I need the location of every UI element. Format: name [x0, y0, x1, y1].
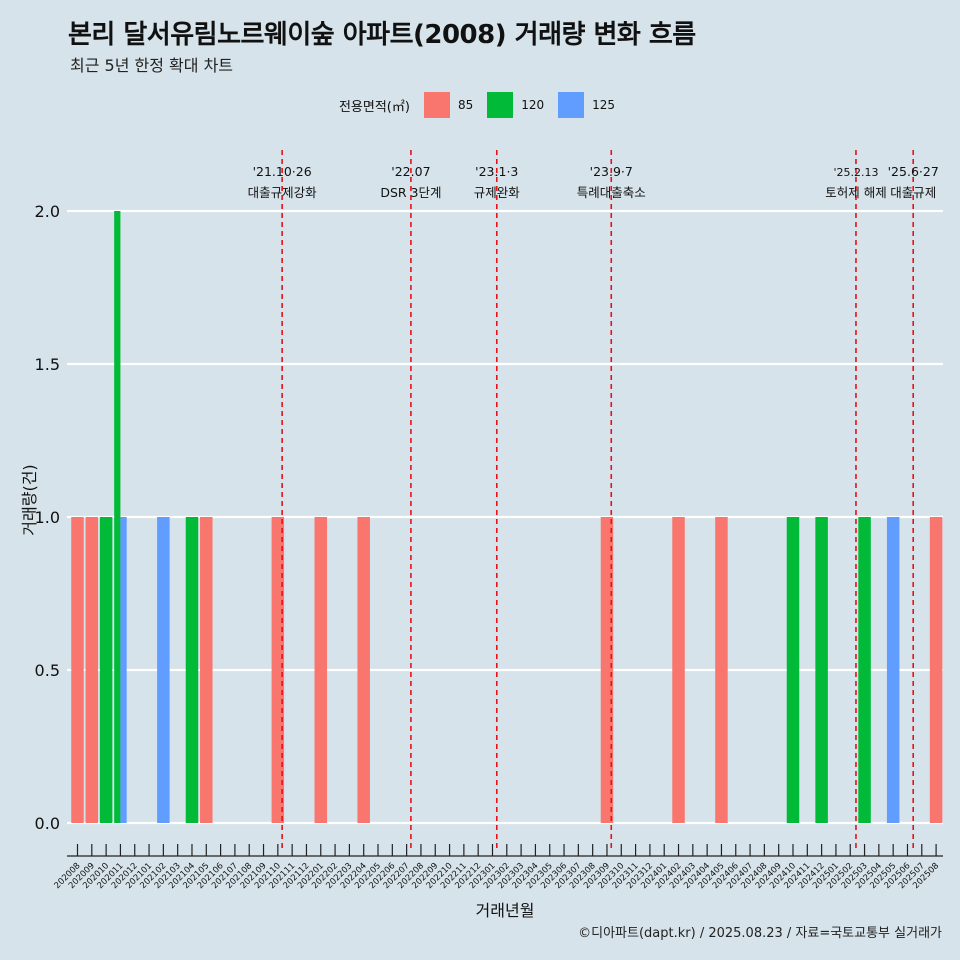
bar-202402-85 — [672, 517, 685, 823]
bar-202010-120 — [99, 517, 113, 823]
legend-label-85: 85 — [457, 98, 474, 112]
y-tick-label: 0.0 — [35, 814, 60, 833]
bar-202405-85 — [715, 517, 728, 823]
bar-202505-125 — [886, 517, 900, 823]
legend: 전용면적(㎡) 85 120 125 — [0, 92, 960, 118]
legend-item-120: 120 — [487, 92, 544, 118]
bar-202201-85 — [314, 517, 328, 823]
event-name-label: DSR 3단계 — [380, 185, 441, 200]
event-date-label: '21.10·26 — [253, 164, 312, 179]
event-date-label: '23.1·3 — [475, 164, 518, 179]
legend-label-125: 125 — [592, 98, 616, 112]
x-axis-title: 거래년월 — [475, 901, 535, 920]
legend-label-120: 120 — [521, 98, 545, 112]
event-name-label: 규제완화 — [474, 185, 521, 200]
bar-202011-120 — [114, 211, 121, 823]
bar-202011-125 — [120, 517, 127, 823]
legend-title: 전용면적(㎡) — [338, 99, 410, 115]
event-date-label: '25.2.13 — [833, 166, 878, 179]
bar-202508-85 — [929, 517, 943, 823]
y-tick-label: 0.5 — [35, 661, 60, 680]
bar-202309-85 — [600, 517, 614, 823]
y-axis-title: 거래량(건) — [20, 464, 39, 536]
legend-key-85 — [423, 92, 450, 118]
legend-item-125: 125 — [558, 92, 615, 118]
bar-202110-85 — [271, 517, 285, 823]
y-tick-label: 1.0 — [35, 508, 60, 527]
event-name-label: 대출규제 — [890, 185, 936, 200]
bar-202008-85 — [71, 517, 84, 823]
legend-key-120 — [487, 92, 514, 118]
event-name-label: 토허제 해제 — [825, 185, 886, 200]
bar-202102-125 — [157, 517, 170, 823]
bar-202204-85 — [357, 517, 370, 823]
event-date-label: '25.6·27 — [888, 164, 939, 179]
source-caption: ©디아파트(dapt.kr) / 2025.08.23 / 자료=국토교통부 실… — [578, 926, 942, 941]
bar-202104-120 — [185, 517, 199, 823]
event-name-label: 특례대출축소 — [577, 185, 646, 200]
chart-subtitle: 최근 5년 한정 확대 차트 — [70, 56, 234, 75]
legend-key-125 — [558, 92, 585, 118]
bar-202410-120 — [786, 517, 800, 823]
event-date-label: '23.9·7 — [590, 164, 633, 179]
y-tick-label: 2.0 — [35, 202, 60, 221]
event-date-label: '22.07 — [391, 164, 430, 179]
bar-202503-120 — [858, 517, 871, 823]
y-tick-label: 1.5 — [35, 355, 60, 374]
bar-202412-120 — [815, 517, 828, 823]
event-name-label: 대출규제강화 — [248, 185, 318, 200]
bar-202105-85 — [200, 517, 213, 823]
chart-title: 본리 달서유림노르웨이숲 아파트(2008) 거래량 변화 흐름 — [68, 20, 696, 50]
legend-item-85: 85 — [423, 92, 474, 118]
bar-202009-85 — [85, 517, 99, 823]
